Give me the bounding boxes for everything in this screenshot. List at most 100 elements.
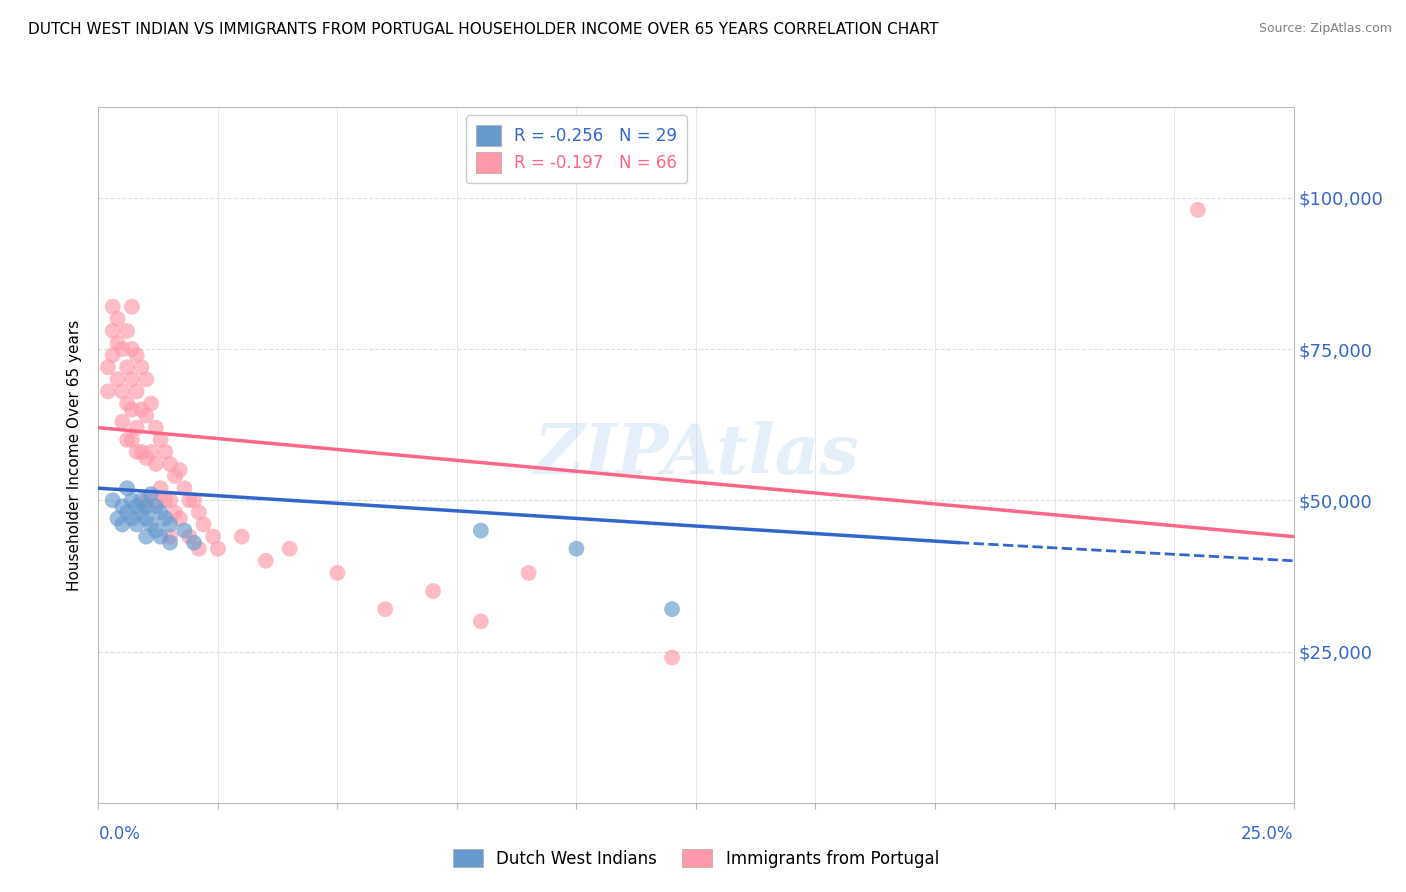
Point bbox=[145, 524, 167, 538]
Point bbox=[202, 530, 225, 544]
Point bbox=[163, 469, 186, 483]
Point bbox=[139, 445, 162, 459]
Point bbox=[173, 524, 195, 538]
Point bbox=[101, 324, 124, 338]
Point bbox=[121, 402, 143, 417]
Point bbox=[139, 517, 162, 532]
Point bbox=[169, 463, 191, 477]
Point bbox=[131, 505, 153, 519]
Point bbox=[139, 487, 162, 501]
Point bbox=[145, 420, 167, 434]
Point bbox=[115, 481, 138, 495]
Point bbox=[145, 457, 167, 471]
Point bbox=[101, 300, 124, 314]
Point bbox=[155, 511, 177, 525]
Legend: Dutch West Indians, Immigrants from Portugal: Dutch West Indians, Immigrants from Port… bbox=[447, 842, 945, 874]
Point bbox=[159, 493, 181, 508]
Point bbox=[193, 517, 215, 532]
Point bbox=[374, 602, 396, 616]
Point bbox=[125, 445, 148, 459]
Point bbox=[131, 445, 153, 459]
Point bbox=[187, 541, 209, 556]
Point bbox=[149, 505, 172, 519]
Text: ZIPAtlas: ZIPAtlas bbox=[533, 421, 859, 489]
Point bbox=[121, 300, 143, 314]
Point bbox=[183, 535, 205, 549]
Point bbox=[101, 348, 124, 362]
Point bbox=[187, 505, 209, 519]
Text: 25.0%: 25.0% bbox=[1241, 825, 1294, 843]
Text: Source: ZipAtlas.com: Source: ZipAtlas.com bbox=[1258, 22, 1392, 36]
Point bbox=[121, 511, 143, 525]
Point bbox=[159, 517, 181, 532]
Point bbox=[111, 500, 134, 514]
Point bbox=[115, 505, 138, 519]
Point bbox=[121, 433, 143, 447]
Point bbox=[125, 517, 148, 532]
Text: 0.0%: 0.0% bbox=[98, 825, 141, 843]
Point bbox=[97, 360, 120, 375]
Point bbox=[135, 500, 157, 514]
Point bbox=[111, 517, 134, 532]
Point bbox=[101, 493, 124, 508]
Point bbox=[422, 584, 444, 599]
Point bbox=[155, 445, 177, 459]
Point bbox=[107, 336, 129, 351]
Point bbox=[139, 396, 162, 410]
Point bbox=[163, 505, 186, 519]
Point bbox=[145, 493, 167, 508]
Point bbox=[121, 493, 143, 508]
Point bbox=[125, 384, 148, 399]
Y-axis label: Householder Income Over 65 years: Householder Income Over 65 years bbox=[67, 319, 83, 591]
Point bbox=[179, 530, 201, 544]
Point bbox=[661, 602, 683, 616]
Point bbox=[97, 384, 120, 399]
Point bbox=[565, 541, 588, 556]
Point bbox=[278, 541, 301, 556]
Point bbox=[125, 420, 148, 434]
Point bbox=[115, 324, 138, 338]
Point bbox=[159, 535, 181, 549]
Point bbox=[121, 372, 143, 386]
Point bbox=[135, 372, 157, 386]
Point bbox=[111, 384, 134, 399]
Point bbox=[1187, 202, 1209, 217]
Point bbox=[149, 530, 172, 544]
Point bbox=[107, 311, 129, 326]
Point bbox=[135, 530, 157, 544]
Point bbox=[115, 360, 138, 375]
Point bbox=[470, 524, 492, 538]
Point bbox=[125, 348, 148, 362]
Point bbox=[111, 415, 134, 429]
Point bbox=[107, 511, 129, 525]
Point bbox=[115, 396, 138, 410]
Point bbox=[159, 530, 181, 544]
Point bbox=[183, 493, 205, 508]
Point bbox=[207, 541, 229, 556]
Point bbox=[173, 481, 195, 495]
Point bbox=[149, 481, 172, 495]
Point bbox=[155, 493, 177, 508]
Point bbox=[135, 511, 157, 525]
Point bbox=[135, 493, 157, 508]
Point bbox=[131, 402, 153, 417]
Point bbox=[131, 360, 153, 375]
Point bbox=[179, 493, 201, 508]
Point bbox=[135, 450, 157, 465]
Point bbox=[145, 500, 167, 514]
Text: DUTCH WEST INDIAN VS IMMIGRANTS FROM PORTUGAL HOUSEHOLDER INCOME OVER 65 YEARS C: DUTCH WEST INDIAN VS IMMIGRANTS FROM POR… bbox=[28, 22, 939, 37]
Point bbox=[517, 566, 540, 580]
Point bbox=[107, 372, 129, 386]
Point bbox=[470, 615, 492, 629]
Point bbox=[661, 650, 683, 665]
Point bbox=[159, 457, 181, 471]
Point bbox=[121, 342, 143, 356]
Point bbox=[231, 530, 253, 544]
Point bbox=[135, 409, 157, 423]
Point bbox=[254, 554, 277, 568]
Point bbox=[115, 433, 138, 447]
Point bbox=[149, 433, 172, 447]
Point bbox=[111, 342, 134, 356]
Point bbox=[326, 566, 349, 580]
Point bbox=[169, 511, 191, 525]
